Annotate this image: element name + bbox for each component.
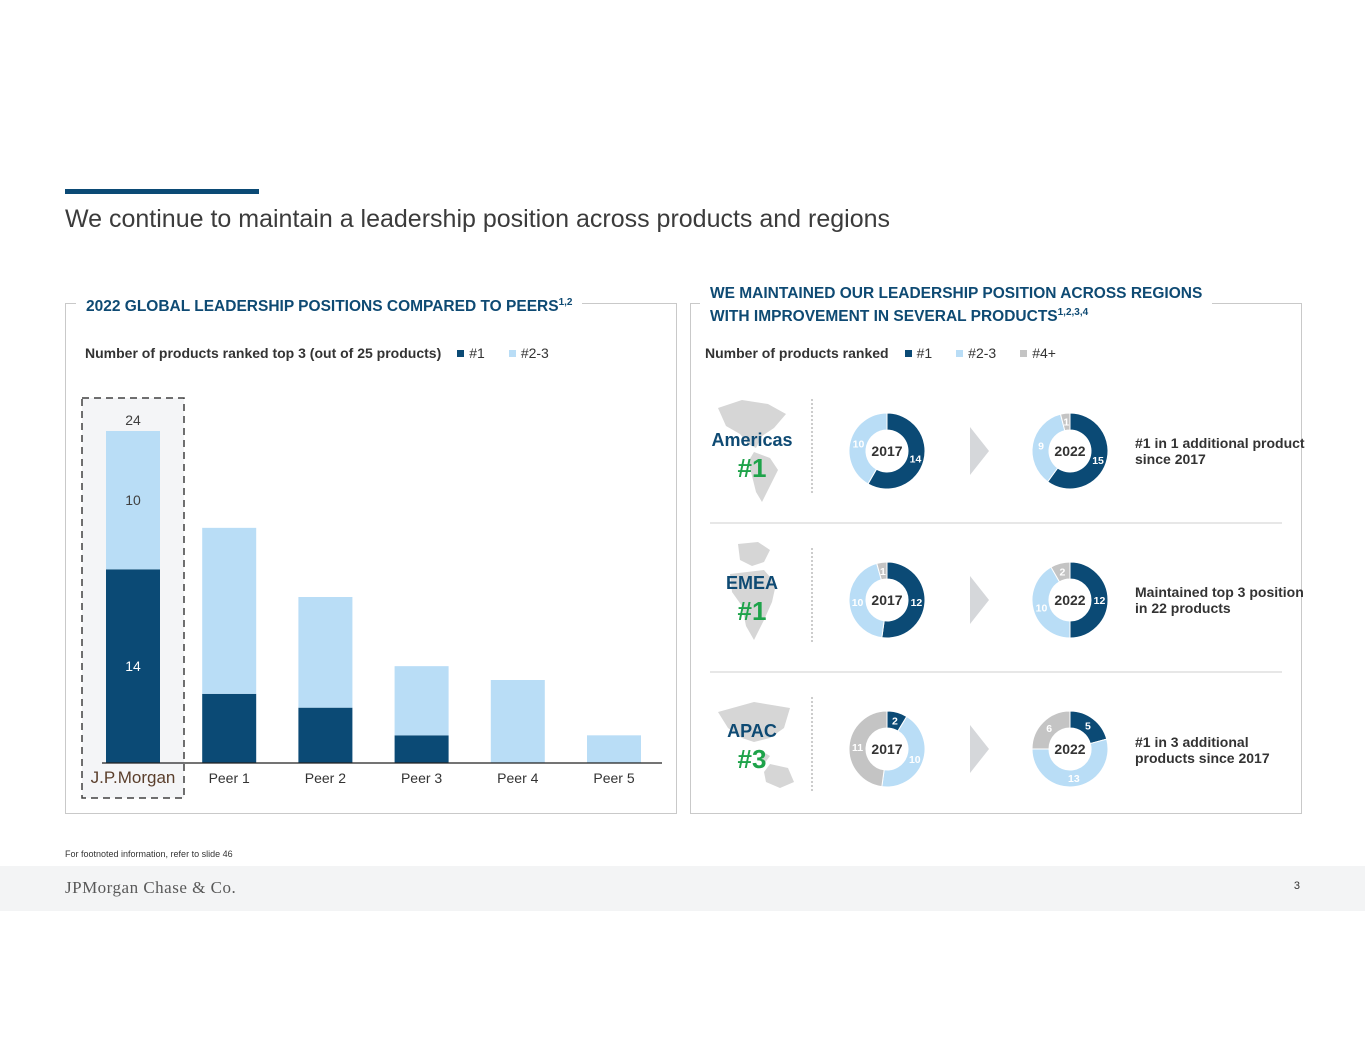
global-leadership-panel: 2022 GLOBAL LEADERSHIP POSITIONS COMPARE… — [65, 293, 677, 814]
swatch-rank1 — [904, 349, 912, 357]
region-rank-americas: #1 — [737, 453, 767, 483]
page-title: We continue to maintain a leadership pos… — [65, 205, 891, 233]
regional-leadership-panel: WE MAINTAINED OUR LEADERSHIP POSITION AC… — [690, 284, 1302, 814]
region-note-apac: #1 in 3 additional products since 2017 — [1135, 734, 1270, 766]
swatch-rank2-3 — [508, 349, 516, 357]
swatch-rank4plus — [1020, 349, 1028, 357]
left-legend-label: Number of products ranked top 3 (out of … — [85, 345, 442, 361]
legend-item-rank2-3: #2-3 — [956, 345, 996, 361]
region-rank-emea: #1 — [737, 596, 767, 626]
legend-item-rank2-3: #2-3 — [508, 345, 549, 361]
footer-logo: JPMorgan Chase & Co. — [65, 878, 237, 897]
title-accent-rule — [65, 189, 259, 194]
americas-map-icon — [718, 400, 786, 502]
swatch-rank1 — [457, 349, 465, 357]
legend-item-rank1: #1 — [904, 345, 932, 361]
right-legend-label: Number of products ranked — [705, 345, 889, 361]
region-note-americas: #1 in 1 additional product since 2017 — [1135, 435, 1305, 467]
region-name-emea: EMEA — [725, 573, 778, 593]
footer-bar — [0, 866, 1365, 911]
right-panel-title: WE MAINTAINED OUR LEADERSHIP POSITION AC… — [700, 284, 1213, 326]
page-number: 3 — [1293, 880, 1300, 892]
region-rank-apac: #3 — [737, 744, 767, 774]
region-name-americas: Americas — [711, 430, 793, 450]
emea-map-icon — [730, 542, 776, 640]
right-legend: Number of products ranked #1 #2-3 #4+ — [705, 345, 1080, 361]
region-name-apac: APAC — [727, 721, 777, 741]
legend-item-rank4plus: #4+ — [1020, 345, 1056, 361]
left-panel-title: 2022 GLOBAL LEADERSHIP POSITIONS COMPARE… — [76, 293, 583, 316]
left-legend: Number of products ranked top 3 (out of … — [85, 345, 573, 361]
swatch-rank2-3 — [956, 349, 964, 357]
apac-map-icon — [718, 702, 794, 788]
region-note-emea: Maintained top 3 position in 22 products — [1135, 584, 1304, 616]
footnote: For footnoted information, refer to slid… — [65, 849, 233, 859]
legend-item-rank1: #1 — [457, 345, 485, 361]
